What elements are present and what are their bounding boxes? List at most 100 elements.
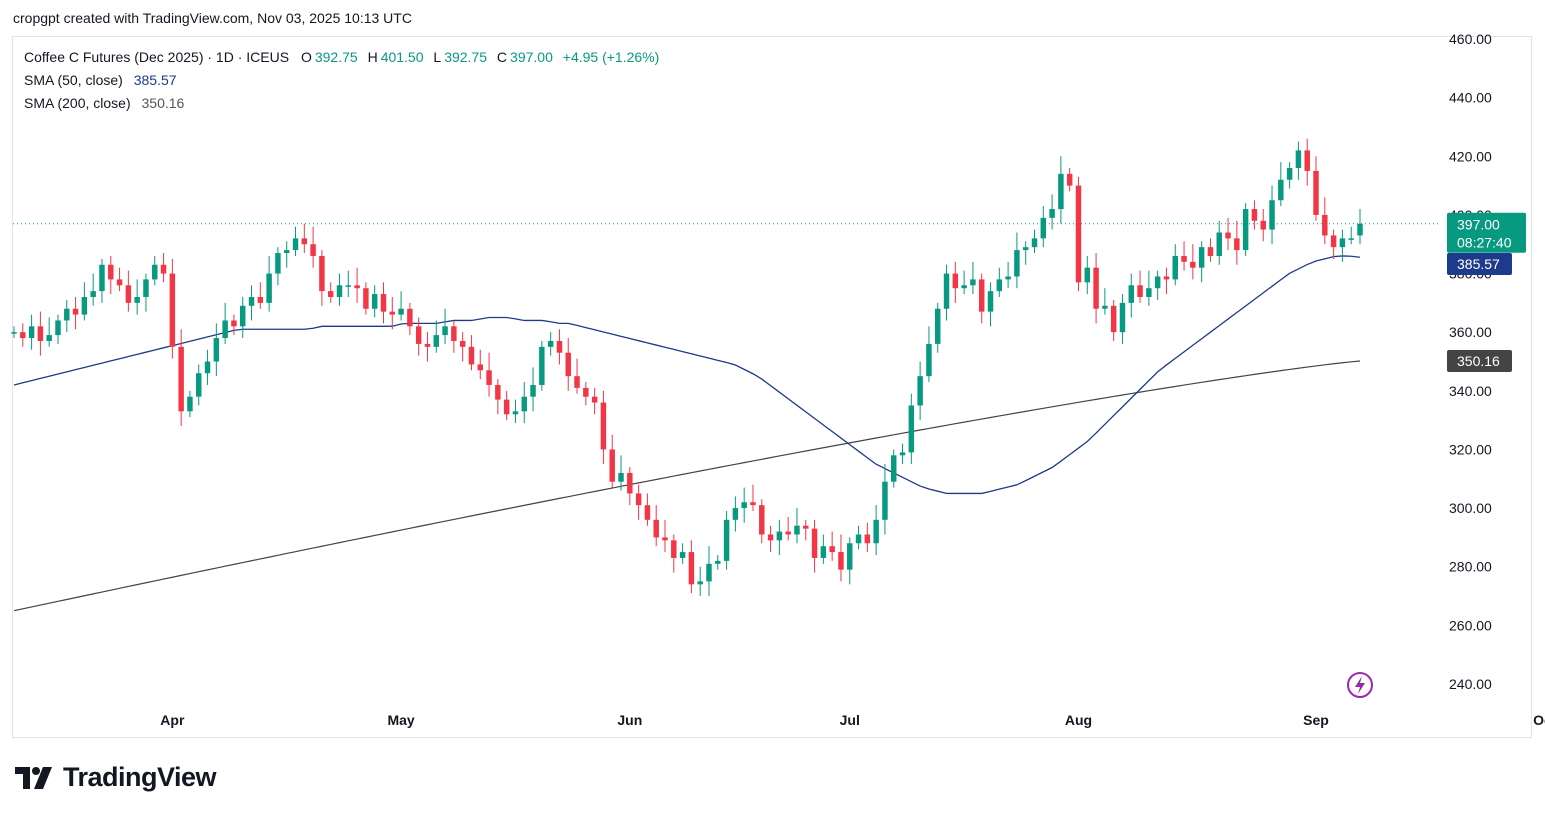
candle <box>565 338 571 391</box>
y-tick-label: 260.00 <box>1449 617 1492 633</box>
candle <box>1154 270 1161 300</box>
candle-body <box>283 250 290 254</box>
candle <box>1119 294 1126 344</box>
candle <box>20 323 26 347</box>
candle <box>345 270 352 297</box>
candle <box>319 250 325 306</box>
candle-body <box>1313 170 1319 215</box>
candle-body <box>90 291 96 297</box>
candle-body <box>345 285 352 287</box>
x-axis: AprMayJunJulAugSepOctNov <box>160 712 1545 728</box>
countdown-text: 08:27:40 <box>1457 235 1512 251</box>
candle-body <box>618 472 624 482</box>
candle <box>169 258 176 359</box>
x-tick-label: Sep <box>1303 712 1329 728</box>
candle-body <box>1357 223 1363 236</box>
sma50-value: 385.57 <box>133 72 177 88</box>
candle-body <box>1304 150 1310 171</box>
close-value: 397.00 <box>510 49 553 65</box>
sma200-layer <box>13 360 1361 612</box>
candle-body <box>1251 209 1258 221</box>
candle <box>1181 241 1187 271</box>
candle <box>706 546 712 597</box>
candle-body <box>99 264 105 292</box>
candles-layer <box>11 138 1363 597</box>
close-label: C <box>496 49 508 65</box>
chart-caption: cropgpt created with TradingView.com, No… <box>13 10 412 26</box>
x-tick-label: Aug <box>1065 712 1092 728</box>
sma50-legend-row[interactable]: SMA (50, close) 385.57 <box>24 69 659 92</box>
candle-body <box>55 320 61 336</box>
candle <box>627 467 633 506</box>
candle <box>468 335 475 371</box>
candle-body <box>741 502 747 509</box>
candle-body <box>1260 220 1266 230</box>
candle-body <box>1084 267 1091 283</box>
candle-body <box>1005 276 1011 280</box>
candle-body <box>679 552 686 558</box>
candle <box>442 308 448 344</box>
candle <box>776 519 783 555</box>
candle <box>415 317 422 356</box>
candle <box>547 332 554 356</box>
candle-body <box>1330 235 1337 248</box>
candle <box>1084 255 1091 295</box>
candle-body <box>134 297 140 303</box>
chart-area[interactable] <box>12 36 1532 738</box>
candle-body <box>20 332 26 339</box>
candle-body <box>706 563 712 582</box>
candle-body <box>231 320 237 327</box>
candle-body <box>1040 217 1047 239</box>
candle-body <box>46 335 52 341</box>
sma200-legend-row[interactable]: SMA (200, close) 350.16 <box>24 92 659 115</box>
candle-body <box>81 297 88 315</box>
candle-body <box>547 340 554 347</box>
sma200-label: SMA (200, close) <box>24 95 131 111</box>
tradingview-brand[interactable]: TradingView <box>15 762 217 793</box>
candle-body <box>11 332 17 334</box>
candle-body <box>1049 209 1055 218</box>
candle-body <box>152 264 158 280</box>
candle <box>310 226 316 268</box>
candle-body <box>600 402 607 450</box>
candle <box>55 314 61 344</box>
candle <box>829 531 835 561</box>
candle <box>943 264 950 321</box>
y-tick-label: 340.00 <box>1449 383 1492 399</box>
candle <box>1137 270 1143 303</box>
sma200-tag-text: 350.16 <box>1457 353 1500 369</box>
candle <box>1014 232 1020 289</box>
candle-body <box>583 387 589 397</box>
candle-body <box>715 560 721 564</box>
candle-body <box>1348 238 1354 240</box>
candle-body <box>327 291 334 297</box>
y-tick-label: 420.00 <box>1449 148 1492 164</box>
candle <box>160 253 167 283</box>
low-value: 392.75 <box>444 49 488 65</box>
candle <box>477 349 483 380</box>
candle-body <box>776 531 783 541</box>
candle-body <box>196 373 202 397</box>
candle <box>204 349 211 385</box>
last-price-tag <box>1447 212 1526 253</box>
candle <box>46 317 52 347</box>
candle-body <box>917 376 923 406</box>
candle <box>759 499 765 544</box>
candle <box>371 285 378 318</box>
candle <box>459 332 466 362</box>
candle-body <box>785 531 791 535</box>
symbol-title[interactable]: Coffee C Futures (Dec 2025) · 1D · ICEUS <box>24 49 290 65</box>
candle <box>143 273 149 312</box>
tradingview-logo-icon <box>15 766 52 789</box>
candle <box>1005 261 1011 289</box>
candle-body <box>1269 200 1275 230</box>
candle <box>72 297 79 330</box>
candle-body <box>934 308 941 344</box>
y-tick-label: 460.00 <box>1449 31 1492 47</box>
candle-body <box>1234 238 1240 251</box>
lightning-icon[interactable] <box>1347 672 1373 698</box>
candle-body <box>1295 150 1302 168</box>
candle <box>134 279 140 315</box>
candle <box>1040 206 1047 248</box>
